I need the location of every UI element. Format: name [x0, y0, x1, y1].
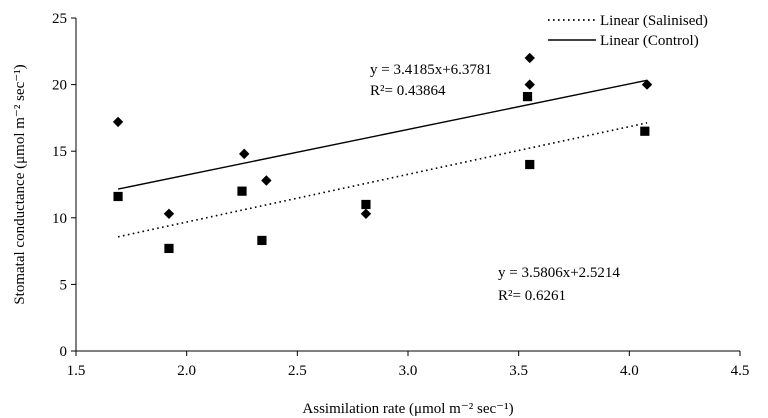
diamond-point: [261, 175, 272, 186]
x-tick-label: 3.5: [509, 363, 528, 379]
y-tick-label: 0: [60, 344, 68, 360]
y-tick-label: 5: [60, 277, 68, 293]
diamond-point: [163, 208, 175, 220]
y-axis-title: Stomatal conductance (μmol m⁻² sec⁻¹): [12, 64, 28, 304]
square-point: [237, 186, 247, 196]
x-tick-label: 2.0: [177, 363, 196, 379]
control-r-squared: R²= 0.43864: [370, 83, 446, 99]
control-equation: y = 3.4185x+6.3781: [370, 62, 492, 78]
x-tick-label: 4.0: [620, 363, 639, 379]
y-tick-label: 20: [52, 78, 67, 94]
x-tick-label: 4.5: [731, 363, 750, 379]
y-tick-label: 15: [52, 144, 67, 160]
diamond-point: [641, 79, 653, 90]
x-axis-title: Assimilation rate (μmol m⁻² sec⁻¹): [302, 401, 513, 417]
diamond-point: [524, 52, 535, 64]
square-point: [522, 91, 533, 102]
y-tick-label: 25: [52, 11, 67, 27]
diamond-point: [239, 148, 250, 160]
regression-annotations: y = 3.4185x+6.3781 R²= 0.43864 y = 3.580…: [370, 62, 620, 304]
diamond-point: [112, 116, 124, 128]
square-point: [113, 191, 123, 202]
axes: 1.5 2.0 2.5 3.0 3.5 4.0 4.5 0 5 10 15 20 25: [52, 11, 749, 379]
trendlines: [117, 79, 648, 238]
square-point: [164, 243, 174, 254]
trendline-salinised: [117, 122, 648, 238]
legend-label-salinised: Linear (Salinised): [600, 13, 708, 29]
data-markers: [112, 52, 653, 254]
square-point: [640, 126, 650, 136]
y-tick-label: 10: [52, 211, 67, 227]
trendline-control: [117, 79, 648, 190]
salinised-r-squared: R²= 0.6261: [498, 288, 566, 304]
square-point: [525, 159, 535, 170]
legend-label-control: Linear (Control): [600, 33, 699, 49]
x-tick-label: 2.5: [288, 363, 307, 379]
x-tick-label: 1.5: [67, 363, 86, 379]
diamond-point: [360, 208, 372, 220]
square-point: [257, 235, 267, 246]
salinised-equation: y = 3.5806x+2.5214: [498, 265, 620, 281]
x-tick-label: 3.0: [399, 363, 418, 379]
diamond-point: [524, 79, 535, 90]
legend: Linear (Salinised) Linear (Control): [548, 13, 708, 49]
square-point: [361, 199, 371, 210]
